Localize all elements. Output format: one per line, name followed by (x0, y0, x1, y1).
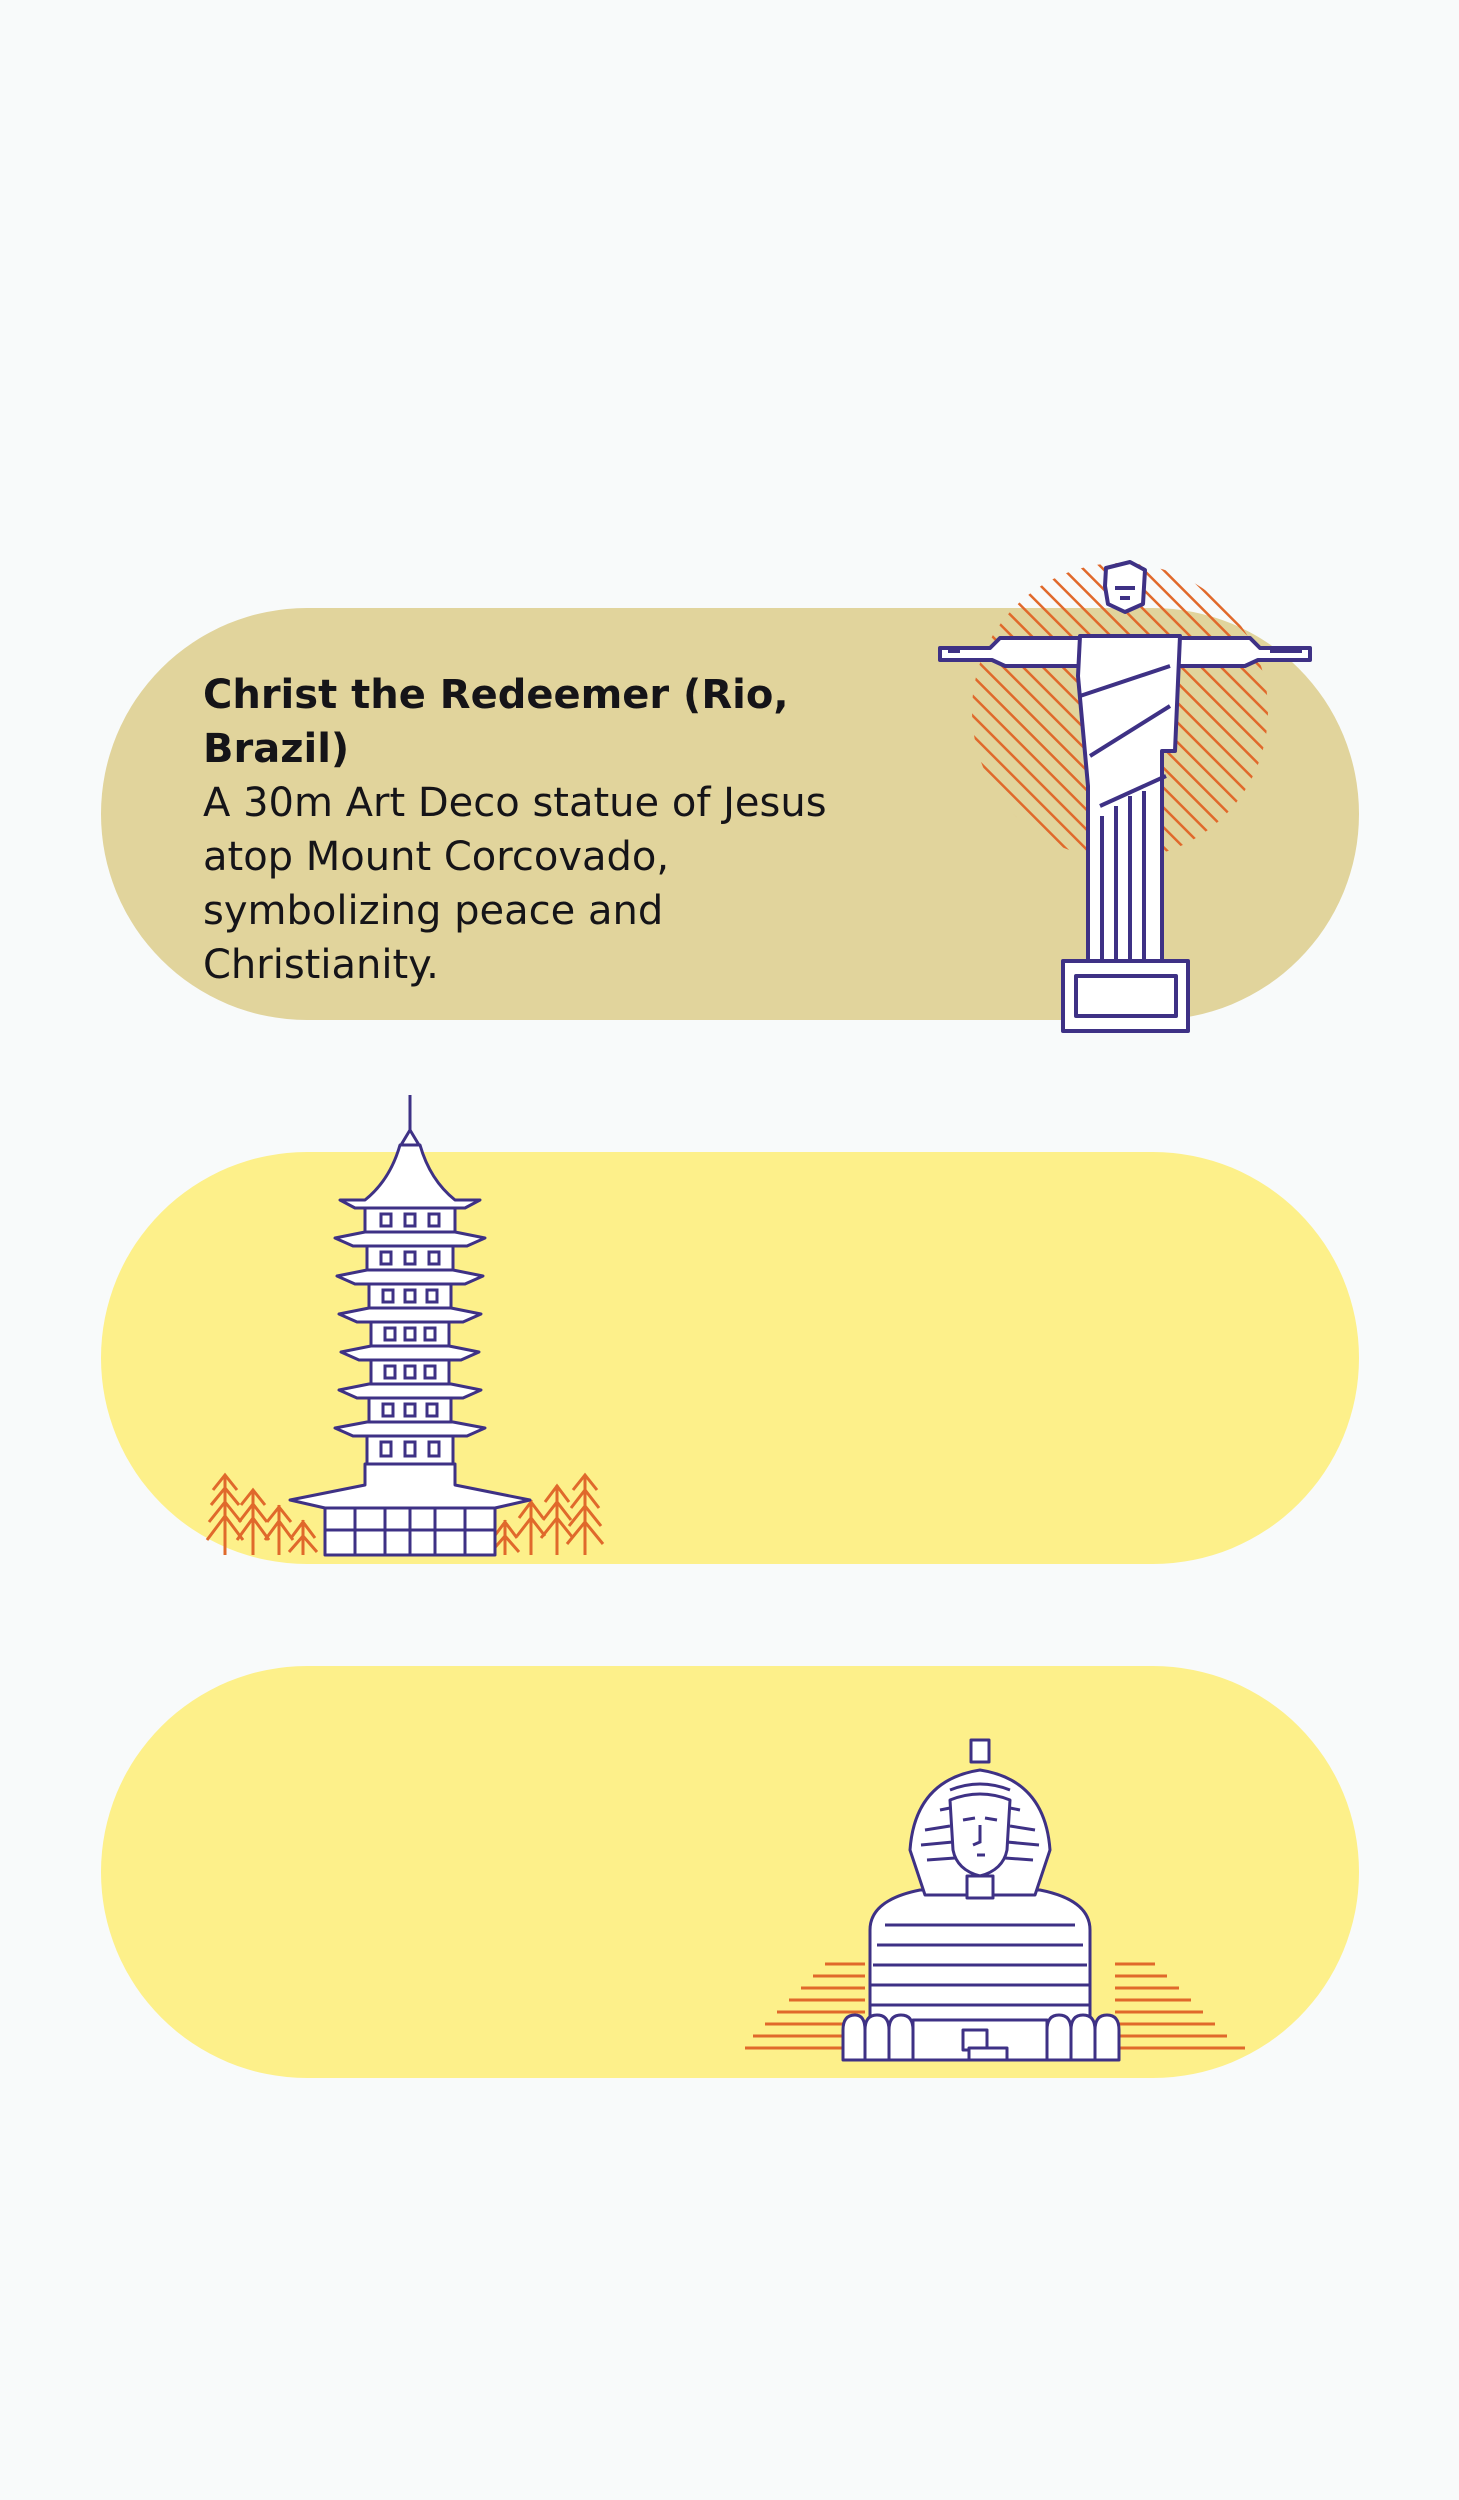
landmark-title: Christ the Redeemer (Rio, Brazil) (203, 672, 789, 772)
landmark-card-text: Christ the Redeemer (Rio, Brazil) A 30m … (203, 668, 903, 992)
sphinx-icon (745, 1738, 1245, 2062)
christ-the-redeemer-icon (938, 560, 1312, 1033)
pagoda-icon (205, 1095, 605, 1557)
landmark-card-sphinx (101, 1666, 1359, 2078)
landmark-description: A 30m Art Deco statue of Jesus atop Moun… (203, 780, 827, 988)
